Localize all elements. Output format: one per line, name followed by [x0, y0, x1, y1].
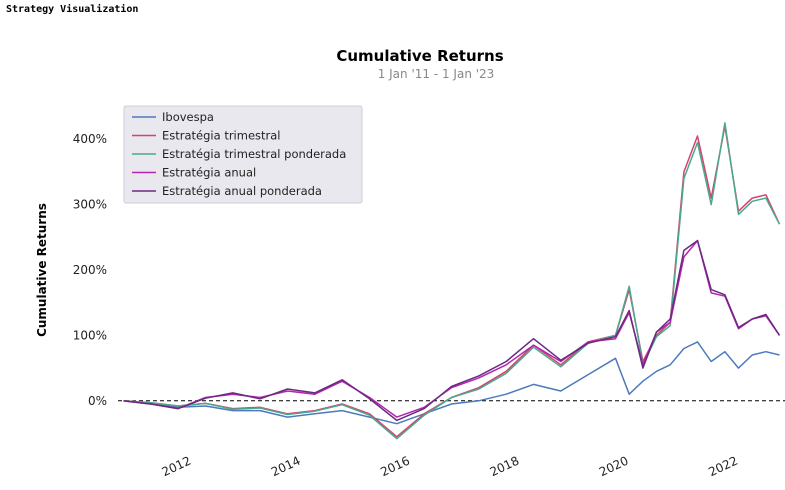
x-tick-label: 2018 [488, 454, 522, 480]
series-line-3 [123, 239, 781, 418]
series-line-2 [123, 122, 781, 440]
y-tick-label: 400% [73, 132, 107, 146]
chart-subtitle: 1 Jan '11 - 1 Jan '23 [378, 67, 495, 81]
y-axis-label: Cumulative Returns [35, 203, 49, 337]
y-axis-ticks: 0% 100% 200% 300% 400% [73, 132, 107, 408]
x-axis-ticks: 2012 2014 2016 2018 2020 2022 [160, 454, 740, 480]
series-line-4 [123, 239, 781, 422]
legend-label: Estratégia anual [162, 166, 256, 180]
y-tick-label: 0% [88, 394, 107, 408]
chart-title: Cumulative Returns [336, 47, 503, 65]
series-line-0 [123, 341, 780, 425]
legend-label: Estratégia anual ponderada [162, 184, 322, 198]
x-tick-label: 2016 [378, 454, 412, 480]
legend: Ibovespa Estratégia trimestral Estratégia … [123, 105, 363, 204]
page-header-title: Strategy Visualization [6, 4, 139, 15]
legend-label: Estratégia trimestral [162, 129, 281, 143]
x-tick-label: 2022 [706, 454, 740, 480]
x-tick-label: 2012 [160, 454, 194, 480]
series-lines [123, 122, 781, 440]
legend-label: Estratégia trimestral ponderada [162, 147, 346, 161]
x-tick-label: 2020 [597, 454, 631, 480]
y-tick-label: 300% [73, 198, 107, 212]
legend-label: Ibovespa [162, 110, 214, 124]
y-tick-label: 200% [73, 263, 107, 277]
y-tick-label: 100% [73, 328, 107, 342]
legend-box [123, 105, 363, 204]
x-tick-label: 2014 [269, 454, 303, 480]
